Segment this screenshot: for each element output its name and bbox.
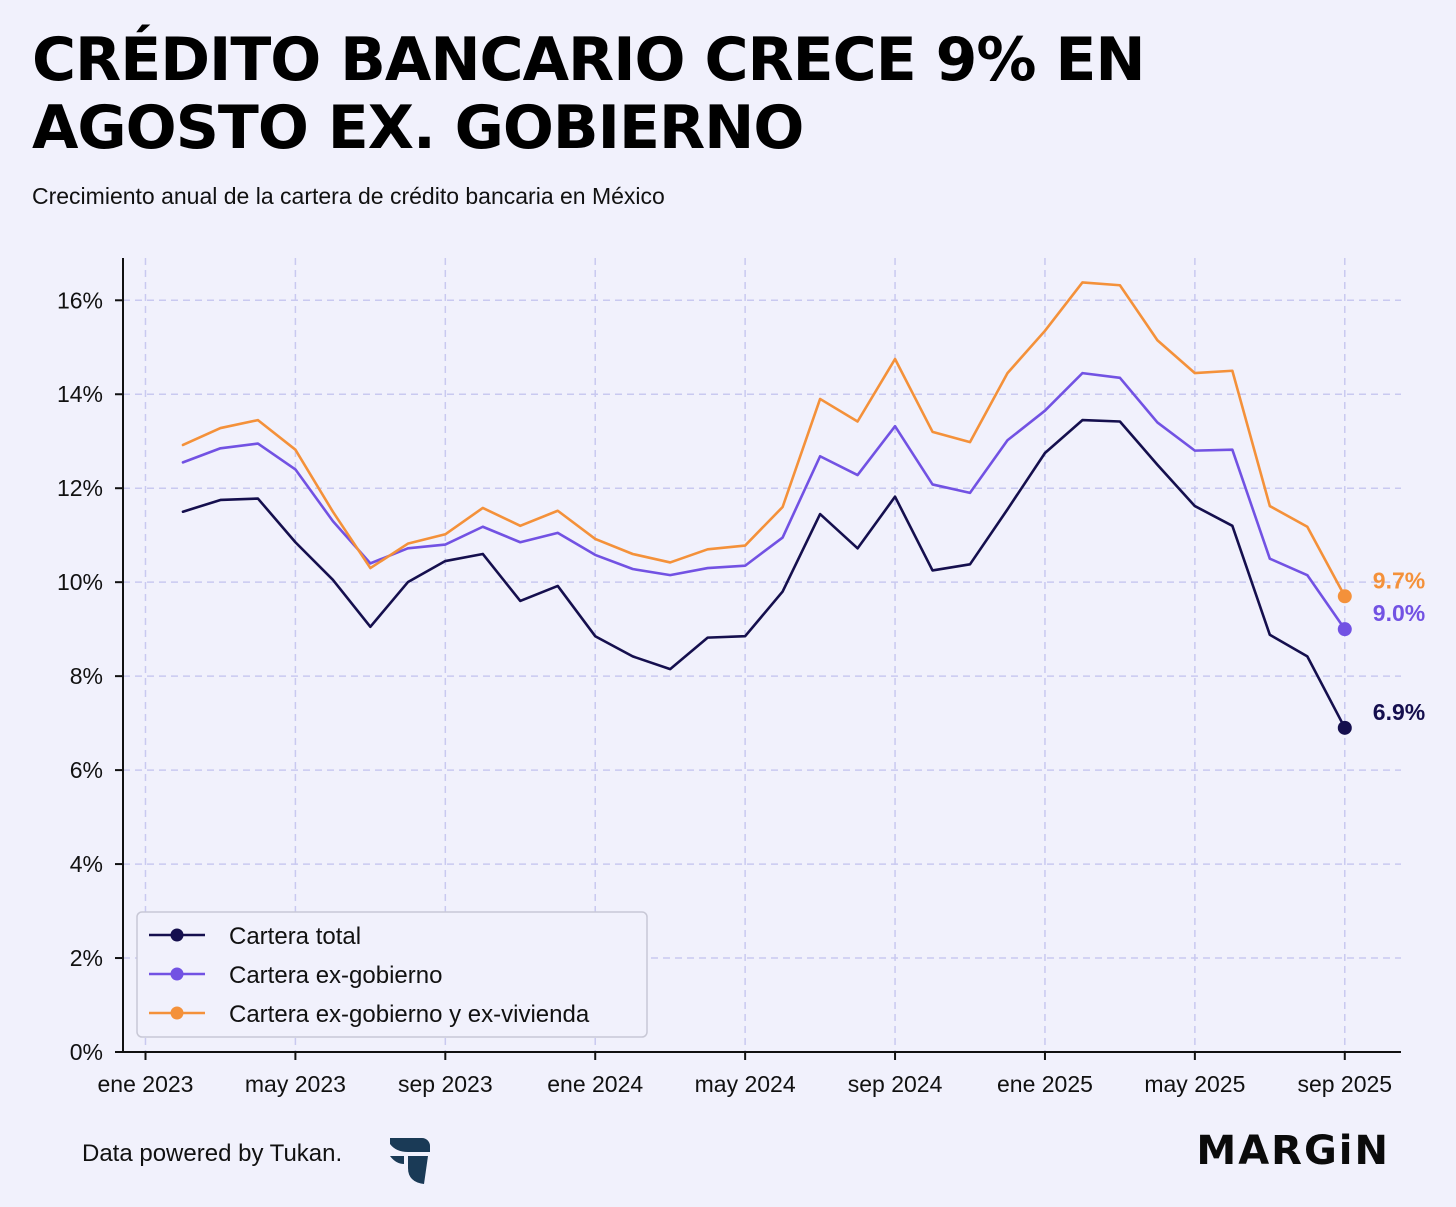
y-tick-label: 2% — [70, 945, 103, 971]
y-tick-label: 0% — [70, 1039, 103, 1065]
x-tick-label: sep 2025 — [1297, 1071, 1392, 1097]
chart-subtitle: Crecimiento anual de la cartera de crédi… — [32, 183, 665, 209]
legend-swatch-dot — [170, 967, 184, 981]
page-title: CRÉDITO BANCARIO CRECE 9% EN AGOSTO EX. … — [32, 25, 1146, 163]
legend-label: Cartera total — [229, 923, 361, 950]
x-tick-label: may 2024 — [695, 1071, 796, 1097]
y-tick-label: 6% — [70, 757, 103, 783]
legend-swatch-dot — [170, 1006, 184, 1020]
data-source-text: Data powered by Tukan. — [82, 1140, 343, 1167]
x-tick-label: may 2025 — [1144, 1071, 1245, 1097]
y-tick-label: 4% — [70, 851, 103, 877]
x-tick-label: ene 2024 — [547, 1071, 643, 1097]
legend-label: Cartera ex-gobierno y ex-vivienda — [229, 1001, 590, 1028]
y-tick-label: 16% — [57, 287, 103, 313]
margin-brand-logo: MARGiN — [1196, 1128, 1390, 1174]
end-labels: 6.9% 9.0% 9.7% — [1373, 567, 1425, 725]
legend-label: Cartera ex-gobierno — [229, 962, 442, 989]
x-tick-label: sep 2024 — [848, 1071, 943, 1097]
x-tick-label: ene 2023 — [98, 1071, 194, 1097]
series-line-total — [181, 418, 1347, 730]
axes: 0% 2% 4% 6% 8% 10% 12% 14% 16% ene 2023 may 2023 se… — [57, 258, 1401, 1097]
end-point-exviv — [1337, 589, 1352, 604]
end-point-total — [1337, 720, 1352, 735]
x-tick-label: ene 2025 — [997, 1071, 1093, 1097]
y-tick-label: 10% — [57, 569, 103, 595]
y-tick-label: 8% — [70, 663, 103, 689]
legend: Cartera total Cartera ex-gobierno Cartera … — [136, 911, 648, 1038]
legend-box — [136, 911, 648, 1038]
series-line-exgob — [181, 371, 1347, 631]
x-tick-label: may 2023 — [245, 1071, 346, 1097]
y-tick-label: 12% — [57, 475, 103, 501]
series-line-exviv — [181, 281, 1347, 598]
end-label-exviv: 9.7% — [1373, 567, 1425, 593]
end-label-total: 6.9% — [1373, 699, 1425, 725]
tukan-logo-icon — [390, 1138, 430, 1184]
line-chart: 0% 2% 4% 6% 8% 10% 12% 14% 16% ene 2023 may 2023 se… — [57, 258, 1425, 1097]
legend-swatch-dot — [170, 928, 184, 942]
x-tick-label: sep 2023 — [398, 1071, 493, 1097]
end-label-exgob: 9.0% — [1373, 600, 1425, 626]
y-tick-label: 14% — [57, 381, 103, 407]
series-lines — [181, 281, 1352, 735]
end-point-exgob — [1337, 622, 1352, 637]
